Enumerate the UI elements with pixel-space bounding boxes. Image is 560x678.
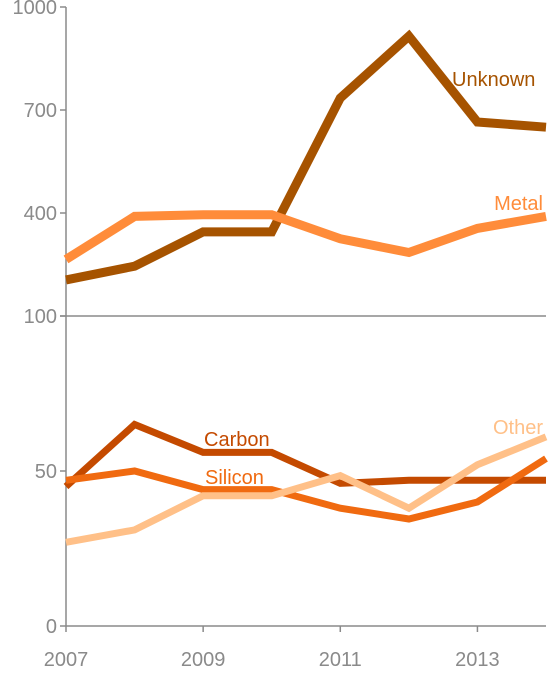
- series-line-carbon: [63, 420, 546, 490]
- chart-axes: 100 400 700 1000 0 50 2007 2009 2011 2013: [13, 0, 546, 671]
- chart-series: [63, 29, 548, 546]
- series-label-other: Other: [493, 417, 543, 439]
- x-tick-label: 2007: [44, 649, 89, 671]
- y-tick-label: 700: [24, 100, 57, 122]
- y-tick-label: 400: [24, 203, 57, 225]
- x-tick-label: 2013: [455, 649, 500, 671]
- y-tick-label: 0: [46, 616, 57, 638]
- x-tick-label: 2011: [319, 649, 362, 671]
- y-tick-label: 50: [35, 461, 57, 483]
- series-label-unknown: Unknown: [452, 69, 535, 91]
- series-label-carbon: Carbon: [204, 429, 270, 451]
- series-line-other: [65, 433, 548, 546]
- series-label-silicon: Silicon: [205, 467, 264, 489]
- series-line-silicon: [65, 455, 548, 523]
- series-line-unknown: [65, 29, 547, 285]
- y-tick-label: 100: [24, 306, 57, 328]
- series-label-metal: Metal: [494, 193, 543, 215]
- chart-series-labels: Unknown Metal Carbon Silicon Other: [204, 69, 543, 489]
- x-tick-label: 2009: [181, 649, 226, 671]
- y-tick-label: 1000: [13, 0, 58, 19]
- series-line-metal: [63, 210, 547, 264]
